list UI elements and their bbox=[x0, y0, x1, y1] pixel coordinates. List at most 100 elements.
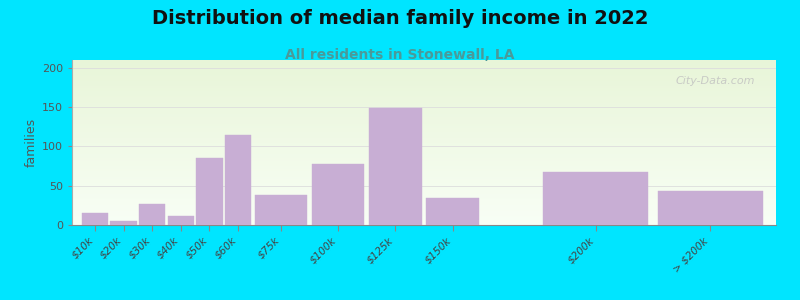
Bar bbox=[72, 126, 776, 127]
Bar bbox=[72, 173, 776, 174]
Bar bbox=[72, 135, 776, 136]
Bar bbox=[72, 218, 776, 219]
Bar bbox=[72, 176, 776, 177]
Bar bbox=[72, 98, 776, 99]
Bar bbox=[72, 72, 776, 73]
Bar bbox=[72, 142, 776, 143]
Bar bbox=[72, 107, 776, 108]
Bar bbox=[72, 110, 776, 111]
Bar bbox=[72, 187, 776, 188]
Bar bbox=[72, 155, 776, 156]
Bar bbox=[72, 201, 776, 202]
Bar bbox=[72, 144, 776, 145]
Bar bbox=[72, 194, 776, 195]
Bar bbox=[72, 67, 776, 68]
Bar bbox=[72, 211, 776, 212]
Bar bbox=[72, 146, 776, 147]
Bar bbox=[72, 76, 776, 77]
Bar bbox=[82, 213, 108, 225]
Bar bbox=[72, 111, 776, 112]
Bar bbox=[72, 145, 776, 146]
Bar bbox=[72, 200, 776, 201]
Bar bbox=[72, 78, 776, 79]
Bar bbox=[72, 61, 776, 62]
Bar bbox=[72, 134, 776, 135]
Bar bbox=[72, 86, 776, 87]
Bar bbox=[72, 217, 776, 218]
Bar bbox=[543, 172, 648, 225]
Bar bbox=[72, 178, 776, 179]
Bar bbox=[72, 165, 776, 166]
Bar bbox=[72, 163, 776, 164]
Bar bbox=[72, 184, 776, 185]
Bar bbox=[196, 158, 222, 225]
Bar bbox=[72, 215, 776, 216]
Bar bbox=[72, 94, 776, 95]
Bar bbox=[72, 167, 776, 168]
Bar bbox=[72, 106, 776, 107]
Bar bbox=[72, 207, 776, 208]
Bar bbox=[225, 135, 251, 225]
Text: Distribution of median family income in 2022: Distribution of median family income in … bbox=[152, 9, 648, 28]
Bar bbox=[72, 139, 776, 140]
Bar bbox=[72, 192, 776, 193]
Bar bbox=[72, 177, 776, 178]
Bar bbox=[72, 182, 776, 183]
Bar bbox=[72, 156, 776, 157]
Bar bbox=[72, 149, 776, 150]
Bar bbox=[72, 136, 776, 137]
Bar bbox=[72, 88, 776, 89]
Bar bbox=[72, 79, 776, 80]
Bar bbox=[72, 221, 776, 222]
Bar bbox=[72, 65, 776, 66]
Bar bbox=[72, 95, 776, 96]
Bar bbox=[72, 73, 776, 74]
Bar bbox=[72, 85, 776, 86]
Bar bbox=[72, 66, 776, 67]
Bar bbox=[72, 183, 776, 184]
Bar bbox=[72, 113, 776, 114]
Bar bbox=[72, 220, 776, 221]
Bar bbox=[72, 68, 776, 69]
Bar bbox=[72, 102, 776, 103]
Bar bbox=[369, 108, 422, 225]
Bar bbox=[72, 114, 776, 115]
Bar bbox=[72, 174, 776, 175]
Bar bbox=[72, 193, 776, 194]
Bar bbox=[72, 96, 776, 97]
Bar bbox=[72, 121, 776, 122]
Bar bbox=[72, 175, 776, 176]
Bar bbox=[72, 224, 776, 225]
Bar bbox=[72, 99, 776, 100]
Bar bbox=[72, 115, 776, 116]
Bar bbox=[72, 93, 776, 94]
Bar bbox=[72, 151, 776, 152]
Bar bbox=[72, 202, 776, 203]
Bar bbox=[72, 82, 776, 83]
Bar bbox=[72, 92, 776, 93]
Bar bbox=[72, 137, 776, 138]
Bar bbox=[72, 80, 776, 81]
Bar bbox=[72, 209, 776, 210]
Bar bbox=[72, 206, 776, 207]
Bar bbox=[72, 164, 776, 165]
Bar bbox=[72, 189, 776, 190]
Bar bbox=[72, 71, 776, 72]
Bar bbox=[72, 147, 776, 148]
Bar bbox=[72, 172, 776, 173]
Bar bbox=[312, 164, 365, 225]
Text: City-Data.com: City-Data.com bbox=[675, 76, 755, 86]
Bar bbox=[139, 204, 166, 225]
Bar bbox=[72, 195, 776, 196]
Bar bbox=[72, 100, 776, 101]
Bar bbox=[72, 69, 776, 70]
Bar bbox=[72, 152, 776, 153]
Bar bbox=[72, 190, 776, 191]
Bar bbox=[72, 212, 776, 213]
Bar bbox=[72, 169, 776, 170]
Bar bbox=[72, 103, 776, 104]
Bar bbox=[72, 62, 776, 63]
Bar bbox=[72, 131, 776, 132]
Bar bbox=[72, 120, 776, 121]
Bar bbox=[72, 116, 776, 117]
